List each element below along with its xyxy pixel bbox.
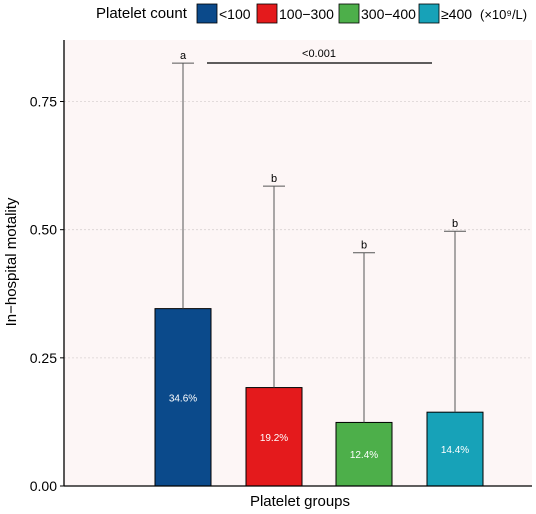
labels-group: 34.6% a 19.2% b 12.4% b 14.4% b	[169, 50, 469, 461]
y-tick-label: 0.25	[30, 350, 57, 366]
bar	[245, 387, 303, 487]
bar-value-label: 19.2%	[260, 433, 288, 444]
bar-value-label: 34.6%	[169, 393, 197, 404]
significance-letter: a	[180, 50, 187, 62]
bar-value-label: 12.4%	[350, 450, 378, 461]
x-axis-label: Platelet groups	[250, 493, 350, 510]
legend-swatch	[418, 3, 440, 24]
significance-letter: b	[271, 173, 277, 185]
y-tick-label: 0.00	[30, 478, 57, 494]
y-tick-label: 0.50	[30, 222, 57, 238]
y-axis-label: In−hospital motality	[3, 197, 20, 326]
significance-bracket: <0.001	[207, 48, 432, 64]
legend-entry-label: 300−400	[361, 6, 416, 22]
y-tick-label: 0.75	[30, 94, 57, 110]
bar	[335, 421, 393, 487]
legend-unit: (×10⁹/L)	[480, 7, 527, 22]
grid-lines	[64, 101, 532, 359]
legend-entry-label: 100−300	[279, 6, 334, 22]
legend: Platelet count <100 100−300 300−400 ≥400 (×1…	[96, 3, 527, 24]
legend-swatch	[256, 3, 278, 24]
legend-swatch	[196, 3, 218, 24]
bar-value-label: 14.4%	[441, 445, 469, 456]
comparison-p-value: <0.001	[302, 48, 336, 60]
significance-letter: b	[361, 240, 367, 252]
legend-title: Platelet count	[96, 5, 188, 22]
error-bars-group	[172, 62, 466, 423]
axes: 0.00 0.25 0.50 0.75	[30, 40, 532, 494]
legend-swatch	[338, 3, 360, 24]
legend-entry-label: ≥400	[441, 6, 472, 22]
legend-entry-label: <100	[219, 6, 251, 22]
significance-letter: b	[452, 218, 458, 230]
